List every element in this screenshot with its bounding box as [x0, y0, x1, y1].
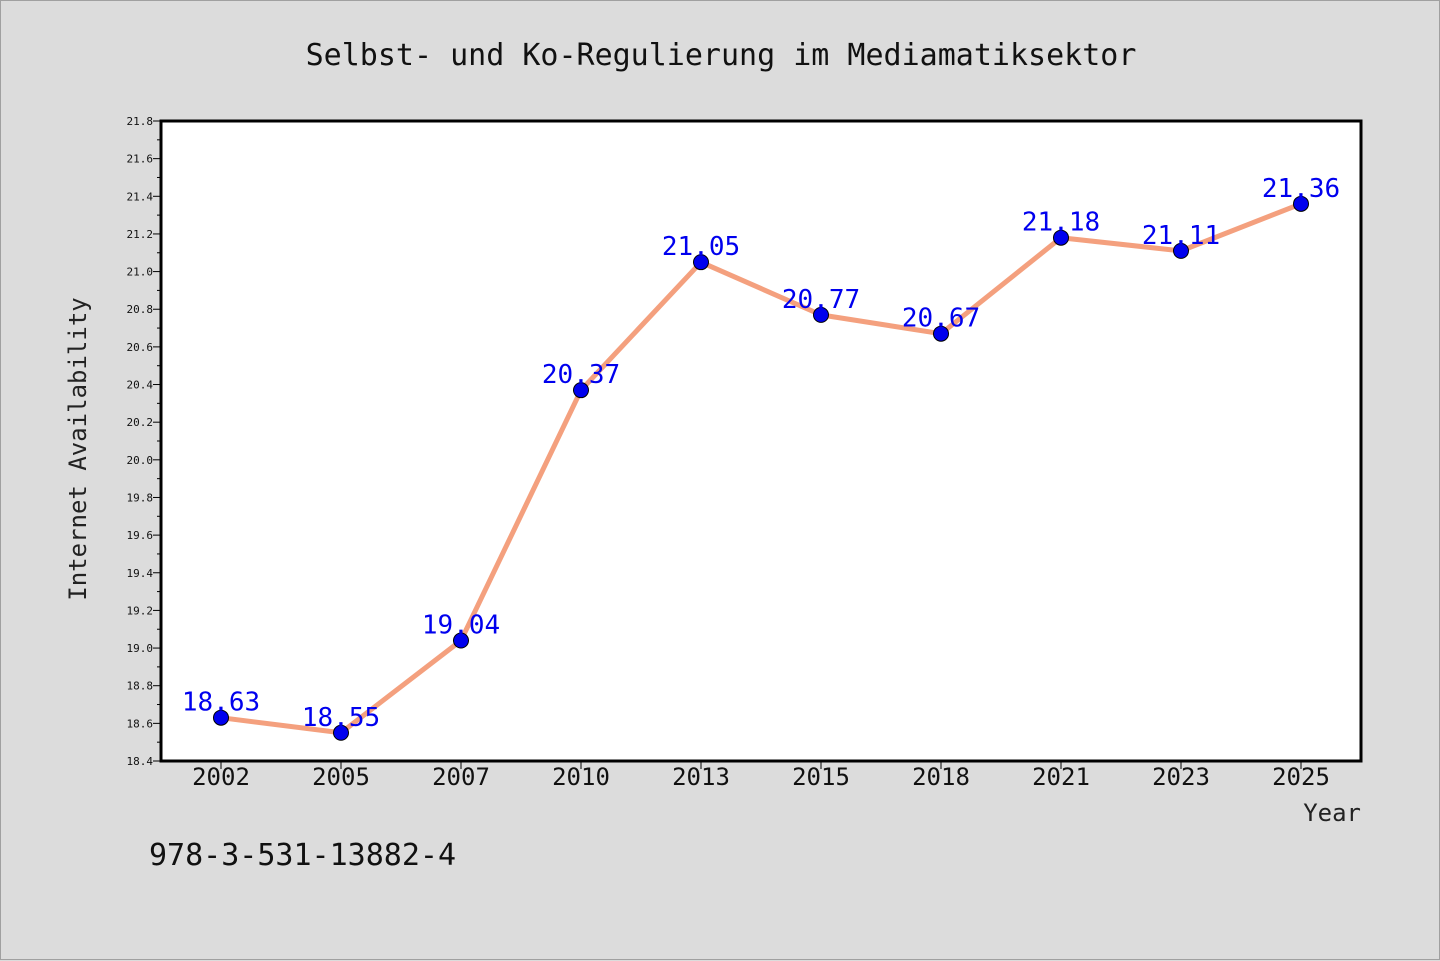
data-point: [333, 724, 349, 741]
data-point: [1173, 242, 1189, 259]
y-tick-label: 21.4: [127, 190, 154, 203]
data-label: 21.36: [1262, 174, 1340, 204]
y-tick-label: 19.0: [127, 642, 154, 655]
x-tick-label: 2021: [1032, 763, 1090, 791]
data-label: 19.04: [422, 611, 500, 641]
plot-border: [159, 119, 1363, 763]
x-tick-label: 2025: [1272, 763, 1330, 791]
x-tick-label: 2002: [192, 763, 250, 791]
x-tick-label: 2013: [672, 763, 730, 791]
y-tick-label: 19.6: [127, 529, 154, 542]
y-tick-label: 20.8: [127, 303, 154, 316]
data-label: 18.55: [302, 703, 380, 733]
plot-area: [161, 121, 1361, 761]
y-tick-label: 21.0: [127, 266, 154, 279]
x-tick-label: 2018: [912, 763, 970, 791]
isbn-text: 978-3-531-13882-4: [149, 838, 456, 873]
y-tick-label: 18.4: [127, 755, 154, 768]
data-point: [1053, 229, 1069, 246]
data-point: [813, 306, 829, 323]
series-line-group: [218, 201, 1304, 736]
x-tick-label: 2007: [432, 763, 490, 791]
x-tick-label: 2023: [1152, 763, 1210, 791]
y-tick-label: 20.6: [127, 341, 154, 354]
data-label: 21.18: [1022, 208, 1100, 238]
data-label: 20.67: [902, 304, 980, 334]
data-label: 18.63: [182, 688, 260, 718]
marker-group: [213, 195, 1309, 741]
data-point: [933, 325, 949, 342]
data-point: [213, 709, 229, 726]
y-tick-label: 19.2: [127, 604, 154, 617]
data-label: 20.77: [782, 285, 860, 315]
x-axis-label: Year: [1303, 799, 1361, 827]
y-tick-label: 19.8: [127, 491, 154, 504]
data-point: [453, 632, 469, 649]
y-tick-label: 18.8: [127, 680, 154, 693]
x-tick-label: 2015: [792, 763, 850, 791]
data-label-group: 18.63 18.55 19.04 20.37 21.05 20.77 20.67 21.18…: [182, 174, 1340, 733]
y-axis-label: Internet Availability: [64, 297, 92, 600]
y-tick-label: 21.2: [127, 228, 154, 241]
data-label: 21.05: [662, 232, 740, 262]
y-tick-label: 18.6: [127, 717, 154, 730]
y-tick-label: 21.8: [127, 115, 154, 128]
y-tick-label: 20.4: [127, 379, 154, 392]
y-tick-label: 21.6: [127, 153, 154, 166]
data-label: 20.37: [542, 360, 620, 390]
y-tick-label: 19.4: [127, 567, 154, 580]
data-point: [1293, 195, 1309, 212]
y-tick-label: 20.0: [127, 454, 154, 467]
x-tick-label: 2010: [552, 763, 610, 791]
y-tick-label: 20.2: [127, 416, 154, 429]
x-axis: 2002 2005 2007 2010 2013 2015 2018 2021 2023 2025: [192, 761, 1330, 791]
y-axis: 18.4 18.6 18.8 19.0 19.2 19.4 19.6 19.8 20.0 20.2…: [127, 115, 161, 768]
series-line: [218, 201, 1304, 736]
data-label: 21.11: [1142, 221, 1220, 251]
data-point: [573, 382, 589, 399]
x-tick-label: 2005: [312, 763, 370, 791]
data-point: [693, 254, 709, 271]
chart-title: Selbst- und Ko-Regulierung im Mediamatik…: [306, 38, 1137, 73]
